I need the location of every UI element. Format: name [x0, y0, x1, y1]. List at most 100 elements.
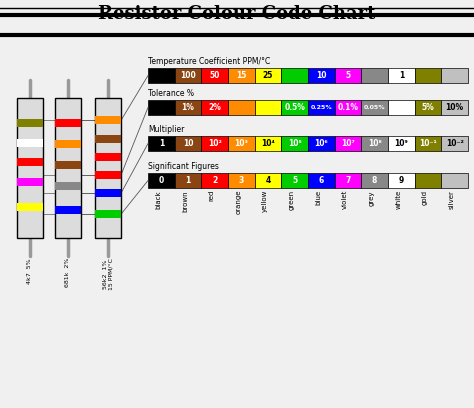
- Bar: [255, 173, 282, 188]
- Text: 1: 1: [159, 139, 164, 148]
- Bar: [148, 173, 174, 188]
- Text: 3: 3: [239, 176, 244, 185]
- Text: yellow: yellow: [262, 190, 268, 213]
- Bar: [55, 140, 81, 148]
- Bar: [201, 173, 228, 188]
- Text: 10⁴: 10⁴: [261, 139, 275, 148]
- Text: 10⁵: 10⁵: [288, 139, 301, 148]
- Text: 0.25%: 0.25%: [310, 105, 332, 110]
- Bar: [17, 119, 43, 127]
- Text: Temperature Coefficient PPM/°C: Temperature Coefficient PPM/°C: [148, 57, 270, 66]
- Text: black: black: [155, 190, 161, 208]
- Bar: [335, 68, 361, 83]
- Text: 0.05%: 0.05%: [364, 105, 385, 110]
- Bar: [441, 173, 468, 188]
- Bar: [335, 100, 361, 115]
- Bar: [228, 100, 255, 115]
- Text: red: red: [209, 190, 215, 202]
- Text: 5: 5: [346, 71, 351, 80]
- Bar: [308, 173, 335, 188]
- Bar: [148, 68, 174, 83]
- Bar: [201, 136, 228, 151]
- Text: 10: 10: [316, 71, 327, 80]
- Bar: [415, 136, 441, 151]
- Text: Resistor Colour Code Chart: Resistor Colour Code Chart: [98, 5, 376, 23]
- Text: Significant Figures: Significant Figures: [148, 162, 219, 171]
- Text: 6: 6: [319, 176, 324, 185]
- Bar: [17, 178, 43, 186]
- Text: 10²: 10²: [208, 139, 222, 148]
- Bar: [174, 68, 201, 83]
- Text: violet: violet: [342, 190, 348, 209]
- Text: 0.1%: 0.1%: [337, 103, 358, 112]
- Bar: [282, 100, 308, 115]
- Text: 10%: 10%: [446, 103, 464, 112]
- Bar: [388, 100, 415, 115]
- Bar: [228, 68, 255, 83]
- Bar: [415, 173, 441, 188]
- Text: 10⁹: 10⁹: [394, 139, 408, 148]
- Bar: [228, 136, 255, 151]
- Bar: [415, 100, 441, 115]
- Text: orange: orange: [235, 190, 241, 215]
- Text: 7: 7: [346, 176, 351, 185]
- Text: Multiplier: Multiplier: [148, 125, 184, 134]
- Bar: [441, 100, 468, 115]
- Bar: [95, 189, 121, 197]
- Bar: [441, 136, 468, 151]
- Text: grey: grey: [369, 190, 374, 206]
- Bar: [174, 100, 201, 115]
- Text: blue: blue: [315, 190, 321, 205]
- Bar: [95, 171, 121, 179]
- Text: 4: 4: [265, 176, 271, 185]
- Bar: [282, 136, 308, 151]
- Bar: [148, 100, 174, 115]
- Bar: [255, 68, 282, 83]
- Bar: [95, 98, 121, 238]
- Bar: [228, 173, 255, 188]
- Bar: [415, 68, 441, 83]
- Bar: [17, 139, 43, 147]
- Bar: [441, 68, 468, 83]
- Bar: [55, 119, 81, 127]
- Bar: [55, 182, 81, 190]
- Bar: [201, 68, 228, 83]
- Bar: [282, 68, 308, 83]
- Text: 681k  2%: 681k 2%: [65, 258, 71, 287]
- Text: 100: 100: [180, 71, 196, 80]
- Bar: [255, 136, 282, 151]
- Text: 0.5%: 0.5%: [284, 103, 305, 112]
- Text: brown: brown: [182, 190, 188, 212]
- Text: 2: 2: [212, 176, 217, 185]
- Bar: [361, 173, 388, 188]
- Bar: [361, 68, 388, 83]
- Bar: [361, 136, 388, 151]
- Bar: [308, 100, 335, 115]
- Text: 10³: 10³: [235, 139, 248, 148]
- Bar: [388, 136, 415, 151]
- Bar: [388, 173, 415, 188]
- Text: 56k2  1%
15 PPM/°C: 56k2 1% 15 PPM/°C: [102, 258, 113, 290]
- Bar: [308, 68, 335, 83]
- Text: 1: 1: [185, 176, 191, 185]
- Text: 0: 0: [159, 176, 164, 185]
- Text: gold: gold: [422, 190, 428, 205]
- Text: 8: 8: [372, 176, 377, 185]
- Text: 10⁻¹: 10⁻¹: [419, 139, 437, 148]
- Text: Tolerance %: Tolerance %: [148, 89, 194, 98]
- Text: 10⁶: 10⁶: [314, 139, 328, 148]
- Bar: [148, 136, 174, 151]
- Text: 2%: 2%: [208, 103, 221, 112]
- Bar: [174, 173, 201, 188]
- Bar: [17, 98, 43, 238]
- Bar: [308, 136, 335, 151]
- Bar: [335, 136, 361, 151]
- Text: 5%: 5%: [422, 103, 434, 112]
- Text: 10⁸: 10⁸: [368, 139, 382, 148]
- Text: 4k7  5%: 4k7 5%: [27, 258, 33, 284]
- Text: 1%: 1%: [182, 103, 194, 112]
- Bar: [255, 100, 282, 115]
- Bar: [361, 100, 388, 115]
- Text: green: green: [289, 190, 295, 210]
- Bar: [17, 203, 43, 211]
